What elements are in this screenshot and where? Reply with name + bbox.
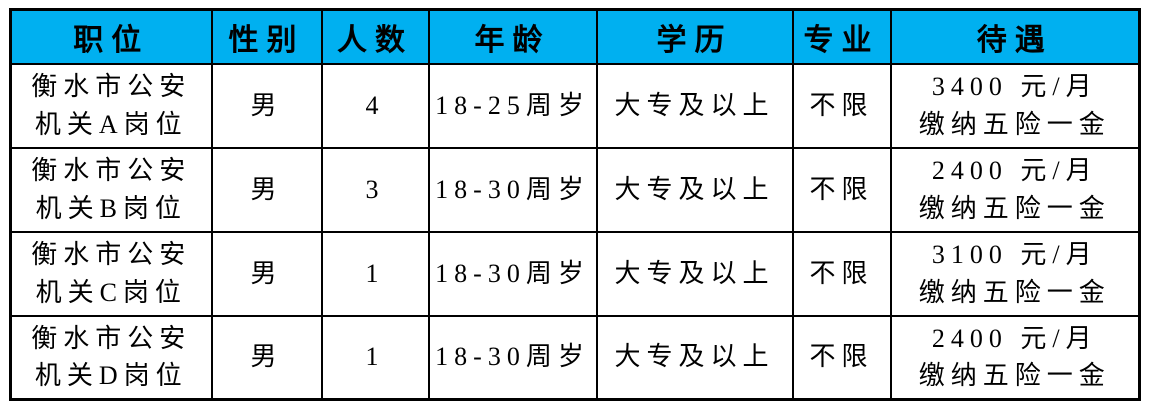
welfare-line: 缴纳五险一金 — [918, 277, 1111, 307]
salary-line: 2400 元/月 — [931, 155, 1098, 185]
cell-age: 18-25周岁 — [427, 62, 598, 149]
column-header-major: 专业 — [791, 8, 892, 65]
position-line1: 衡水市公安 — [31, 323, 192, 353]
cell-education: 大专及以上 — [595, 62, 794, 149]
cell-position: 衡水市公安 机关B岗位 — [9, 146, 213, 233]
cell-gender: 男 — [210, 62, 323, 149]
column-header-count: 人数 — [320, 8, 430, 65]
cell-gender: 男 — [210, 230, 323, 317]
cell-age: 18-30周岁 — [427, 146, 598, 233]
cell-major: 不限 — [791, 146, 892, 233]
table-row: 衡水市公安 机关B岗位 男 3 18-30周岁 大专及以上 不限 2400 元/… — [9, 146, 1141, 233]
position-line1: 衡水市公安 — [31, 71, 192, 101]
position-line2: 机关B岗位 — [35, 193, 187, 223]
position-line2: 机关C岗位 — [35, 277, 187, 307]
position-line1: 衡水市公安 — [31, 155, 192, 185]
welfare-line: 缴纳五险一金 — [918, 109, 1111, 139]
cell-gender: 男 — [210, 314, 323, 401]
cell-salary: 3400 元/月 缴纳五险一金 — [889, 62, 1141, 149]
cell-count: 4 — [320, 62, 430, 149]
cell-education: 大专及以上 — [595, 314, 794, 401]
cell-position: 衡水市公安 机关D岗位 — [9, 314, 213, 401]
column-header-gender: 性别 — [210, 8, 323, 65]
position-line1: 衡水市公安 — [31, 239, 192, 269]
cell-age: 18-30周岁 — [427, 314, 598, 401]
position-line2: 机关A岗位 — [34, 109, 188, 139]
column-header-age: 年龄 — [427, 8, 598, 65]
salary-line: 2400 元/月 — [931, 323, 1098, 353]
column-header-salary: 待遇 — [889, 8, 1141, 65]
cell-count: 1 — [320, 314, 430, 401]
cell-salary: 2400 元/月 缴纳五险一金 — [889, 314, 1141, 401]
salary-line: 3100 元/月 — [931, 239, 1098, 269]
cell-salary: 3100 元/月 缴纳五险一金 — [889, 230, 1141, 317]
cell-position: 衡水市公安 机关A岗位 — [9, 62, 213, 149]
salary-line: 3400 元/月 — [931, 71, 1098, 101]
table-header-row: 职位 性别 人数 年龄 学历 专业 待遇 — [9, 8, 1141, 65]
cell-position: 衡水市公安 机关C岗位 — [9, 230, 213, 317]
recruitment-table: 职位 性别 人数 年龄 学历 专业 待遇 衡水市公安 机关A岗位 男 4 18-… — [9, 8, 1141, 401]
cell-education: 大专及以上 — [595, 230, 794, 317]
position-line2: 机关D岗位 — [34, 361, 188, 391]
cell-gender: 男 — [210, 146, 323, 233]
welfare-line: 缴纳五险一金 — [918, 193, 1111, 223]
table-row: 衡水市公安 机关A岗位 男 4 18-25周岁 大专及以上 不限 3400 元/… — [9, 62, 1141, 149]
cell-salary: 2400 元/月 缴纳五险一金 — [889, 146, 1141, 233]
cell-age: 18-30周岁 — [427, 230, 598, 317]
cell-major: 不限 — [791, 230, 892, 317]
column-header-position: 职位 — [9, 8, 213, 65]
table-row: 衡水市公安 机关D岗位 男 1 18-30周岁 大专及以上 不限 2400 元/… — [9, 314, 1141, 401]
column-header-education: 学历 — [595, 8, 794, 65]
cell-major: 不限 — [791, 314, 892, 401]
cell-education: 大专及以上 — [595, 146, 794, 233]
cell-count: 3 — [320, 146, 430, 233]
welfare-line: 缴纳五险一金 — [918, 361, 1111, 391]
cell-major: 不限 — [791, 62, 892, 149]
cell-count: 1 — [320, 230, 430, 317]
table-row: 衡水市公安 机关C岗位 男 1 18-30周岁 大专及以上 不限 3100 元/… — [9, 230, 1141, 317]
